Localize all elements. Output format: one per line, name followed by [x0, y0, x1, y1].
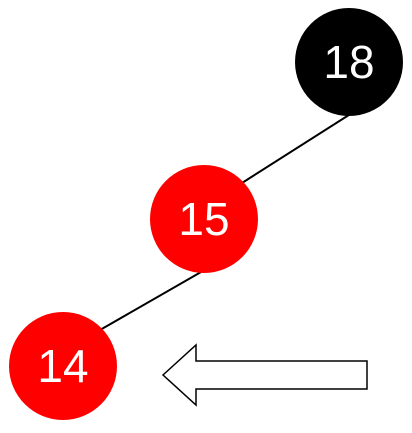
node-14-label: 14	[37, 340, 88, 392]
edge-18-15	[242, 113, 352, 183]
node-18: 18	[295, 8, 403, 116]
node-18-label: 18	[323, 36, 374, 88]
node-15-label: 15	[178, 193, 229, 245]
node-15: 15	[150, 165, 258, 273]
left-arrow-icon	[163, 345, 367, 405]
edge-15-14	[100, 268, 208, 330]
node-14: 14	[9, 312, 117, 420]
